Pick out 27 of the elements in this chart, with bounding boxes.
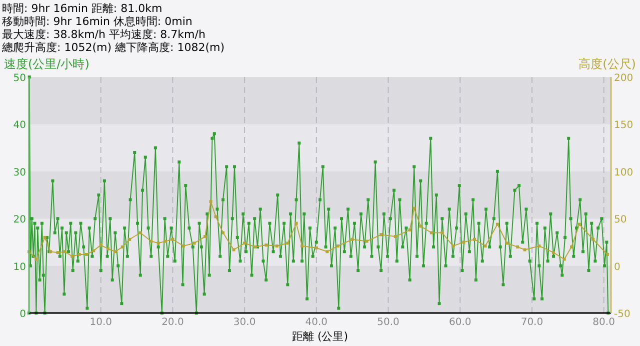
text: 時間: 9hr 16min 距離: 81.0km	[2, 2, 162, 15]
y2-tick-label: 200	[614, 73, 634, 84]
y2-tick-label: 150	[614, 120, 634, 132]
text: 總爬升高度: 1052(m) 總下降高度: 1082(m)	[1, 41, 224, 54]
x-tick-label: 70.0	[520, 317, 544, 328]
y2-tick-label: 50	[614, 214, 627, 226]
x-tick-label: 80.0	[592, 317, 615, 328]
y2-tick-label: -50	[614, 309, 630, 320]
y-axis-title: 速度(公里/小時)	[4, 57, 90, 71]
y-tick-label: 30	[13, 167, 26, 178]
y-tick-label: 50	[13, 73, 26, 84]
y2-axis-title: 高度(公尺)	[578, 57, 636, 71]
y-tick-label: 40	[13, 120, 26, 132]
y2-tick-label: 100	[614, 167, 634, 178]
x-tick-label: 20.0	[162, 317, 184, 328]
x-tick-label: 30.0	[233, 317, 256, 328]
x-tick-label: 60.0	[448, 317, 472, 328]
y-tick-label: 10	[13, 262, 26, 273]
text: 最大速度: 38.8km/h 平均速度: 8.7km/h	[2, 28, 206, 41]
x-tick-label: 10.0	[90, 317, 112, 328]
x-axis-title: 距離 (公里)	[292, 330, 348, 343]
text: 移動時間: 9hr 16min 休息時間: 0min	[2, 15, 192, 28]
x-tick-label: 50.0	[377, 317, 400, 328]
y-tick-label: 0	[20, 309, 26, 320]
x-tick-label: 40.0	[305, 317, 328, 328]
y2-tick-label: 0	[614, 262, 620, 273]
y-tick-label: 20	[13, 214, 26, 226]
